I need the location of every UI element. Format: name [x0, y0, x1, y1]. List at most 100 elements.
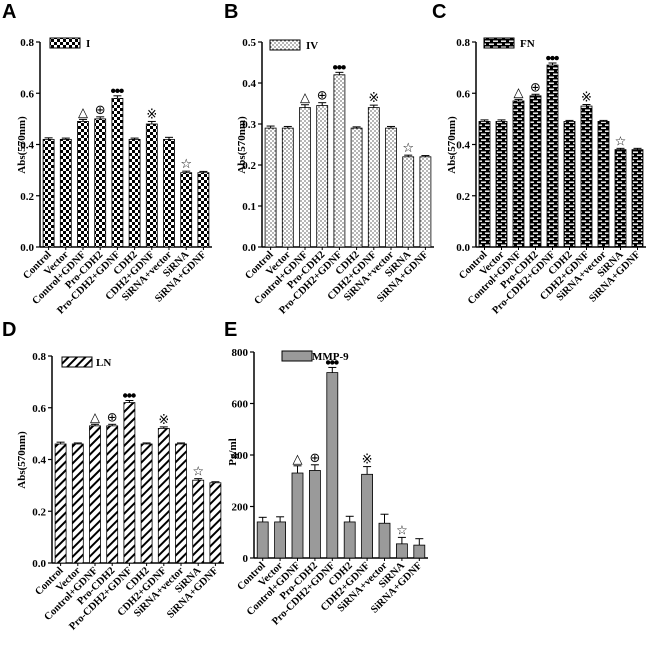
- panel-b-significance-dot: [333, 65, 338, 70]
- panel-c-significance-marker: ※: [581, 91, 592, 106]
- panel-d-y-tick-label: 0.4: [32, 455, 46, 467]
- panel-e-bar: [256, 521, 269, 559]
- panel-a-legend-label: I: [86, 38, 90, 50]
- panel-b-legend: IV: [269, 39, 318, 52]
- panel-b-chart: B Abs(570nm) IV 0.00.10.20.30.40.5Contro…: [224, 1, 434, 316]
- panel-c-significance-marker: ☆: [615, 134, 627, 149]
- panel-d-y-tick-label: 0.8: [32, 351, 46, 363]
- panel-b-y-tick-label: 0.5: [242, 37, 256, 49]
- panel-e-significance-marker: ☆: [396, 523, 408, 538]
- panel-c-y-tick-label: 0.4: [456, 140, 470, 152]
- panel-e-significance-dot: [334, 360, 339, 365]
- panel-d-bar: [54, 443, 67, 564]
- panel-a-significance-dot: [111, 88, 116, 94]
- panel-e-significance-marker: ⊕: [309, 451, 320, 466]
- panel-b-y-tick-label: 0.0: [242, 242, 256, 254]
- panel-c-bar: [478, 121, 491, 248]
- panel-e-bar: [378, 522, 391, 559]
- panel-b-y-tick-label: 0.3: [242, 119, 256, 131]
- panel-c-significance-dot: [550, 55, 555, 61]
- panel-a-significance-marker: ※: [146, 107, 157, 122]
- panel-d-legend: LN: [61, 356, 111, 369]
- panel-e-y-tick-label: 0: [243, 553, 249, 565]
- panel-b-significance-dot: [341, 65, 346, 70]
- panel-d-bar: [192, 479, 205, 564]
- panel-e-bar: [395, 543, 408, 559]
- panel-e-bar: [343, 521, 356, 559]
- panel-e-y-axis-title: Pg/ml: [227, 438, 239, 466]
- panel-a-bar: [163, 138, 175, 248]
- panel-d-bar: [71, 443, 84, 564]
- panel-d-bar: [209, 482, 222, 564]
- panel-a-bar: [180, 172, 193, 248]
- panel-e-significance-dot: [325, 360, 331, 365]
- panel-c-bar: [495, 121, 508, 248]
- panel-a-bar: [128, 138, 141, 248]
- panel-b-significance-marker: ⊕: [317, 89, 328, 104]
- panel-b-bar: [333, 74, 346, 248]
- panel-c-significance-dot: [546, 55, 551, 61]
- panel-d-y-tick-label: 0.0: [32, 558, 46, 570]
- panel-b-bar: [281, 127, 294, 248]
- panel-c-y-tick-label: 0.6: [456, 88, 470, 100]
- panel-c-bar: [614, 149, 627, 248]
- panel-c-legend-swatch: [483, 37, 515, 49]
- panel-e-significance-marker: ※: [362, 453, 373, 468]
- panel-a-bar: [77, 121, 89, 248]
- panel-d-y-tick-label: 0.2: [32, 506, 46, 518]
- panel-e-bar: [326, 372, 339, 559]
- panel-a-y-tick-label: 0.0: [20, 242, 34, 254]
- panel-e-significance-dot: [330, 360, 335, 365]
- panel-a-legend-swatch: [49, 37, 81, 49]
- panel-a-bar: [197, 172, 210, 248]
- panel-d-significance-dot: [127, 393, 132, 398]
- panel-d-bar: [157, 428, 170, 564]
- panel-b-bar: [385, 127, 397, 248]
- panel-d-legend-swatch: [61, 356, 93, 368]
- panel-d-significance-marker: △: [90, 410, 100, 425]
- panel-b-bar: [350, 127, 363, 248]
- panel-c-significance-dot: [554, 55, 559, 61]
- panel-e-legend-label: MMP-9: [312, 351, 349, 363]
- panel-a-bar: [42, 138, 55, 248]
- panel-b-bar: [367, 107, 380, 248]
- panel-e-legend-swatch: [281, 350, 313, 362]
- panel-b-legend-label: IV: [306, 40, 318, 52]
- panel-b-bar: [316, 105, 329, 248]
- panel-d-label: D: [2, 319, 16, 341]
- panel-c-y-axis-title: Abs(570nm): [446, 116, 458, 174]
- panel-a-legend: I: [49, 37, 90, 50]
- panel-e-bar: [291, 472, 304, 559]
- panel-d-bar: [106, 425, 119, 564]
- panel-d-chart: D Abs(570nm) LN 0.00.20.40.60.8ControlVe…: [2, 319, 224, 632]
- panel-c-bar: [546, 64, 559, 248]
- panel-d-significance-marker: ☆: [192, 465, 204, 480]
- panel-e-bar: [413, 544, 426, 559]
- panel-a-y-axis-title: Abs(570nm): [16, 116, 28, 174]
- panel-c-label: C: [432, 1, 446, 23]
- panel-a-significance-marker: ⊕: [95, 103, 106, 118]
- panel-a-bar: [145, 123, 158, 248]
- panel-e-y-tick-label: 800: [232, 347, 249, 359]
- panel-c-bar: [631, 149, 644, 248]
- panel-d-bar: [89, 425, 101, 564]
- panel-b-y-axis-title: Abs(570nm): [236, 116, 248, 174]
- panel-e-y-tick-label: 400: [232, 450, 249, 462]
- panel-b-bar: [402, 156, 415, 248]
- panel-b-significance-marker: △: [300, 91, 310, 106]
- panel-d-significance-dot: [123, 393, 128, 398]
- panel-a-significance-marker: △: [78, 105, 88, 120]
- panel-e-significance-marker: △: [293, 452, 303, 467]
- panel-d-legend-label: LN: [96, 357, 111, 369]
- panel-a-bar: [59, 138, 72, 248]
- panel-c-y-tick-label: 0.8: [456, 37, 470, 49]
- panel-b-y-tick-label: 0.2: [242, 160, 256, 172]
- panel-b-bar: [299, 107, 311, 248]
- panel-e-label: E: [224, 319, 237, 341]
- panel-b-y-tick-label: 0.4: [242, 78, 256, 90]
- panel-c-significance-marker: ⊕: [530, 80, 541, 95]
- panel-c-chart: C Abs(570nm) FN 0.00.20.40.60.8ControlVe…: [432, 1, 646, 316]
- panel-c-legend: FN: [483, 37, 535, 50]
- panel-a-y-tick-label: 0.6: [20, 88, 34, 100]
- panel-d-y-axis-title: Abs(570nm): [16, 431, 28, 489]
